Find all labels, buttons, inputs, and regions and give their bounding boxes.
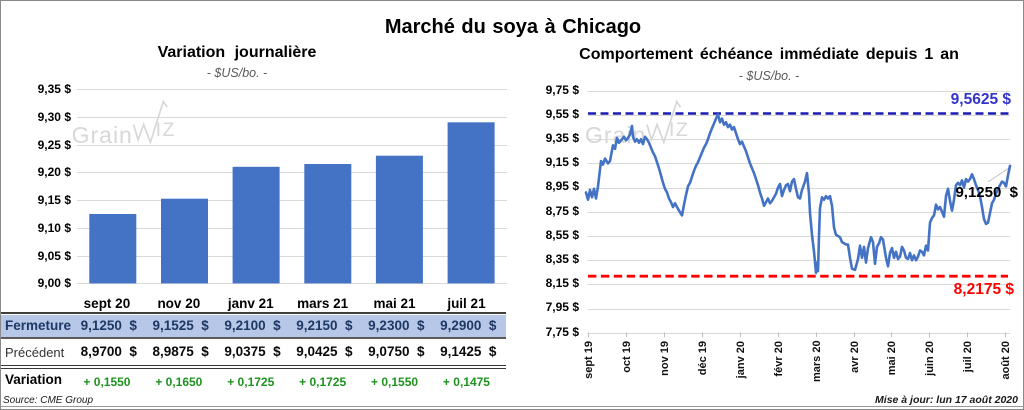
- svg-text:IZ: IZ: [156, 119, 176, 141]
- svg-text:Grain: Grain: [72, 122, 133, 148]
- svg-text:IZ: IZ: [669, 119, 689, 141]
